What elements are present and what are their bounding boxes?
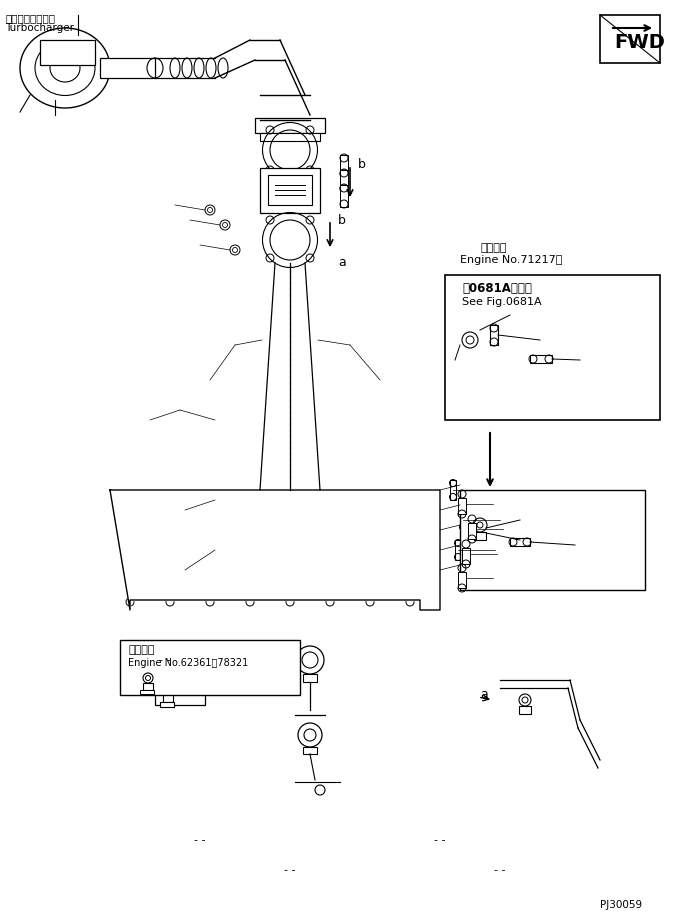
Bar <box>268 175 312 205</box>
Text: PJ30059: PJ30059 <box>600 900 642 910</box>
Text: Engine No.62361～78321: Engine No.62361～78321 <box>128 658 248 668</box>
Bar <box>455 540 461 560</box>
Text: - -: - - <box>434 835 446 845</box>
Text: 適用号機: 適用号機 <box>480 243 507 253</box>
Bar <box>340 185 348 207</box>
Bar <box>510 538 530 546</box>
Bar <box>530 355 552 363</box>
Bar <box>450 480 456 500</box>
Bar <box>600 15 660 63</box>
Text: - -: - - <box>494 865 506 875</box>
Bar <box>100 58 155 78</box>
Bar <box>474 532 486 540</box>
Text: a: a <box>338 255 346 268</box>
Bar <box>445 275 660 420</box>
Text: Engine No.71217～: Engine No.71217～ <box>460 255 563 265</box>
Bar <box>160 702 174 707</box>
Text: ターボチャージャ: ターボチャージャ <box>5 13 55 23</box>
Bar <box>120 640 300 695</box>
Bar <box>340 170 348 192</box>
Text: - -: - - <box>284 865 296 875</box>
Bar <box>458 572 466 588</box>
Text: See Fig.0681A: See Fig.0681A <box>462 297 542 307</box>
Bar <box>185 510 215 560</box>
Bar <box>365 510 395 560</box>
Bar <box>340 155 348 177</box>
Bar <box>143 683 153 690</box>
Bar <box>519 706 531 714</box>
Bar <box>303 674 317 682</box>
Bar <box>255 118 325 133</box>
Bar <box>460 490 645 590</box>
Text: 第0681A図参照: 第0681A図参照 <box>462 282 532 295</box>
Text: Turbocharger: Turbocharger <box>5 23 74 33</box>
Bar <box>460 510 466 530</box>
Bar <box>260 168 320 213</box>
Bar <box>320 510 350 560</box>
Bar <box>458 498 466 514</box>
Text: a: a <box>480 688 488 701</box>
Text: b: b <box>338 214 346 227</box>
Bar <box>163 690 173 702</box>
Bar <box>155 670 205 705</box>
Text: b: b <box>358 159 366 172</box>
Bar <box>140 510 170 560</box>
Text: - -: - - <box>160 655 170 665</box>
Bar <box>275 510 305 560</box>
Bar <box>140 690 154 694</box>
Bar <box>260 133 320 141</box>
Bar <box>230 510 260 560</box>
Bar <box>490 325 498 345</box>
Text: 適用号機: 適用号機 <box>128 645 155 655</box>
Bar <box>468 523 476 539</box>
Bar <box>462 548 470 564</box>
Bar <box>303 747 317 754</box>
Bar <box>40 40 95 65</box>
Text: FWD: FWD <box>614 32 665 51</box>
Polygon shape <box>110 490 440 610</box>
Text: - -: - - <box>194 835 206 845</box>
